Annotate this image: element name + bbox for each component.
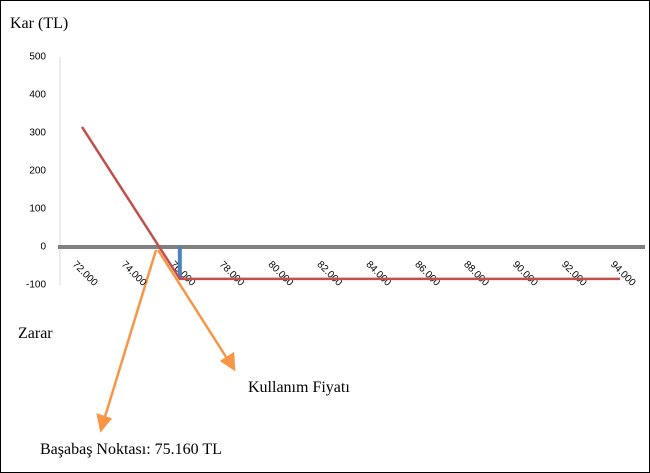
annotation: Kullanım Fiyatı	[248, 379, 350, 396]
y-tick-label: -100	[26, 280, 46, 291]
arrow-head	[96, 413, 113, 433]
arrow	[156, 249, 230, 361]
y-tick-label: 300	[29, 128, 46, 139]
payoff-line	[80, 126, 620, 281]
y-tick-label: 400	[29, 90, 46, 101]
arrow-head	[219, 351, 236, 372]
y-axis-title: Kar (TL)	[10, 15, 68, 32]
arrow	[102, 249, 158, 421]
y-tick-label: 0	[40, 242, 46, 253]
y-tick-label: 100	[29, 204, 46, 215]
annotation: Başabaş Noktası: 75.160 TL	[40, 441, 222, 458]
y-tick-label: 200	[29, 166, 46, 177]
annotation: Zarar	[18, 325, 53, 342]
y-tick-label: 500	[29, 52, 46, 63]
arrows	[96, 249, 236, 433]
